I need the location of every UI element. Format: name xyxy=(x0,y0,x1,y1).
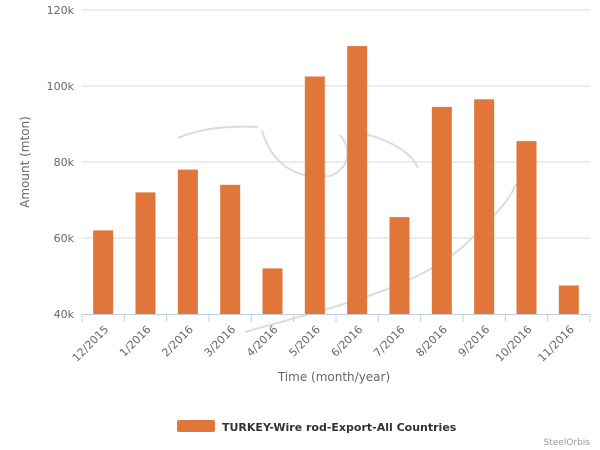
bar[interactable] xyxy=(389,217,410,314)
bar[interactable] xyxy=(516,141,537,314)
x-tick-label: 7/2016 xyxy=(371,323,408,360)
bar[interactable] xyxy=(135,192,156,314)
y-axis-ticks: 40k 60k 80k 100k 120k xyxy=(47,4,75,321)
x-tick-label: 5/2016 xyxy=(286,323,323,360)
bar[interactable] xyxy=(558,285,579,315)
y-tick-label: 40k xyxy=(54,308,75,321)
bar[interactable] xyxy=(262,268,283,314)
x-tick-label: 3/2016 xyxy=(202,323,239,360)
bar[interactable] xyxy=(347,46,368,314)
x-tick-label: 9/2016 xyxy=(456,323,493,360)
bar[interactable] xyxy=(93,230,114,314)
y-axis-title: Amount (mton) xyxy=(18,116,32,208)
x-tick-label: 8/2016 xyxy=(413,323,450,360)
x-tick-label: 4/2016 xyxy=(244,323,281,360)
gridlines xyxy=(82,9,590,239)
x-axis-title: Time (month/year) xyxy=(277,370,390,384)
legend-swatch xyxy=(177,420,215,432)
bar[interactable] xyxy=(431,106,452,315)
x-tick-label: 11/2016 xyxy=(535,323,577,365)
bar[interactable] xyxy=(177,169,198,314)
y-tick-label: 80k xyxy=(54,156,75,169)
x-axis xyxy=(81,314,591,322)
credit-label: SteelOrbis xyxy=(543,438,590,448)
bar[interactable] xyxy=(304,76,325,315)
legend[interactable]: TURKEY-Wire rod-Export-All Countries xyxy=(177,420,457,434)
bar[interactable] xyxy=(220,184,241,314)
y-tick-label: 120k xyxy=(47,4,75,17)
bars xyxy=(93,46,579,315)
y-tick-label: 100k xyxy=(47,80,75,93)
x-tick-label: 6/2016 xyxy=(329,323,366,360)
x-tick-label: 1/2016 xyxy=(117,323,154,360)
bar[interactable] xyxy=(474,99,495,314)
x-tick-label: 10/2016 xyxy=(493,323,535,365)
x-tick-label: 2/2016 xyxy=(159,323,196,360)
x-axis-ticks: 12/2015 1/2016 2/2016 3/2016 4/2016 5/2016 6/2… xyxy=(70,323,577,365)
legend-label: TURKEY-Wire rod-Export-All Countries xyxy=(222,421,457,434)
x-tick-label: 12/2015 xyxy=(70,323,112,365)
y-tick-label: 60k xyxy=(54,232,75,245)
